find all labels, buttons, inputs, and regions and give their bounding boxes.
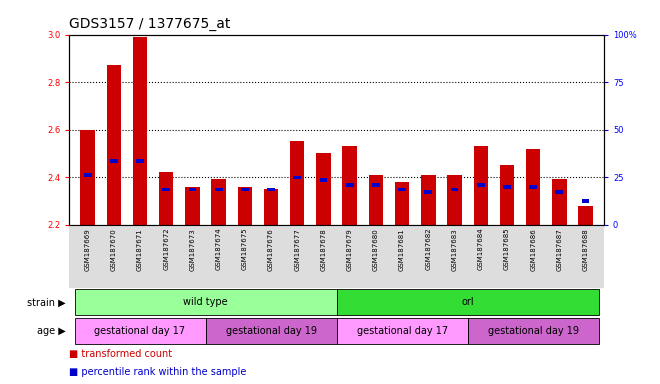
- Text: GSM187684: GSM187684: [478, 228, 484, 270]
- Bar: [290, 141, 304, 225]
- Bar: [398, 187, 406, 191]
- Bar: [136, 159, 144, 163]
- Text: GSM187677: GSM187677: [294, 228, 300, 271]
- Bar: [473, 146, 488, 225]
- Bar: [107, 65, 121, 225]
- Bar: [529, 185, 537, 189]
- Text: GSM187686: GSM187686: [530, 228, 536, 271]
- Text: GSM187683: GSM187683: [451, 228, 457, 271]
- Text: ■ transformed count: ■ transformed count: [69, 349, 172, 359]
- Text: GSM187679: GSM187679: [346, 228, 352, 271]
- Bar: [110, 159, 117, 163]
- Text: GSM187675: GSM187675: [242, 228, 248, 270]
- Text: age ▶: age ▶: [37, 326, 66, 336]
- Bar: [477, 183, 484, 187]
- Text: GSM187685: GSM187685: [504, 228, 510, 270]
- Bar: [81, 129, 95, 225]
- Text: gestational day 17: gestational day 17: [94, 326, 185, 336]
- Text: gestational day 19: gestational day 19: [488, 326, 579, 336]
- Text: GSM187688: GSM187688: [583, 228, 589, 271]
- Bar: [395, 182, 409, 225]
- Text: gestational day 17: gestational day 17: [356, 326, 447, 336]
- Bar: [75, 290, 337, 315]
- Bar: [162, 187, 170, 191]
- Bar: [468, 318, 599, 344]
- Bar: [346, 183, 354, 187]
- Text: GSM187687: GSM187687: [556, 228, 562, 271]
- Bar: [211, 179, 226, 225]
- Text: GSM187669: GSM187669: [84, 228, 90, 271]
- Bar: [556, 190, 563, 194]
- Bar: [264, 189, 279, 225]
- Bar: [205, 318, 337, 344]
- Bar: [578, 206, 593, 225]
- Bar: [185, 187, 200, 225]
- Bar: [421, 175, 436, 225]
- Text: gestational day 19: gestational day 19: [226, 326, 317, 336]
- Bar: [552, 179, 566, 225]
- Text: GSM187671: GSM187671: [137, 228, 143, 271]
- Bar: [503, 185, 511, 189]
- Text: wild type: wild type: [183, 297, 228, 308]
- Bar: [133, 37, 147, 225]
- Bar: [84, 173, 92, 177]
- Bar: [319, 178, 327, 182]
- Bar: [159, 172, 174, 225]
- Bar: [343, 146, 357, 225]
- Text: ■ percentile rank within the sample: ■ percentile rank within the sample: [69, 367, 247, 377]
- Bar: [337, 318, 468, 344]
- Text: GSM187670: GSM187670: [111, 228, 117, 271]
- Bar: [316, 153, 331, 225]
- Bar: [369, 175, 383, 225]
- Text: GSM187674: GSM187674: [216, 228, 222, 270]
- Bar: [337, 290, 599, 315]
- Text: GSM187682: GSM187682: [425, 228, 432, 270]
- Text: GSM187680: GSM187680: [373, 228, 379, 271]
- Bar: [75, 318, 205, 344]
- Bar: [214, 187, 222, 191]
- Text: GSM187681: GSM187681: [399, 228, 405, 271]
- Text: orl: orl: [461, 297, 474, 308]
- Bar: [372, 183, 380, 187]
- Text: strain ▶: strain ▶: [27, 297, 66, 308]
- Bar: [267, 187, 275, 191]
- Bar: [424, 190, 432, 194]
- Bar: [238, 187, 252, 225]
- Text: GSM187672: GSM187672: [163, 228, 169, 270]
- Bar: [241, 187, 249, 191]
- Bar: [293, 176, 301, 179]
- Bar: [451, 187, 459, 191]
- Bar: [581, 199, 589, 203]
- Text: GDS3157 / 1377675_at: GDS3157 / 1377675_at: [69, 17, 231, 31]
- Bar: [447, 175, 462, 225]
- Bar: [526, 149, 541, 225]
- Bar: [500, 165, 514, 225]
- Bar: [189, 187, 197, 191]
- Text: GSM187676: GSM187676: [268, 228, 274, 271]
- Text: GSM187673: GSM187673: [189, 228, 195, 271]
- Text: GSM187678: GSM187678: [321, 228, 327, 271]
